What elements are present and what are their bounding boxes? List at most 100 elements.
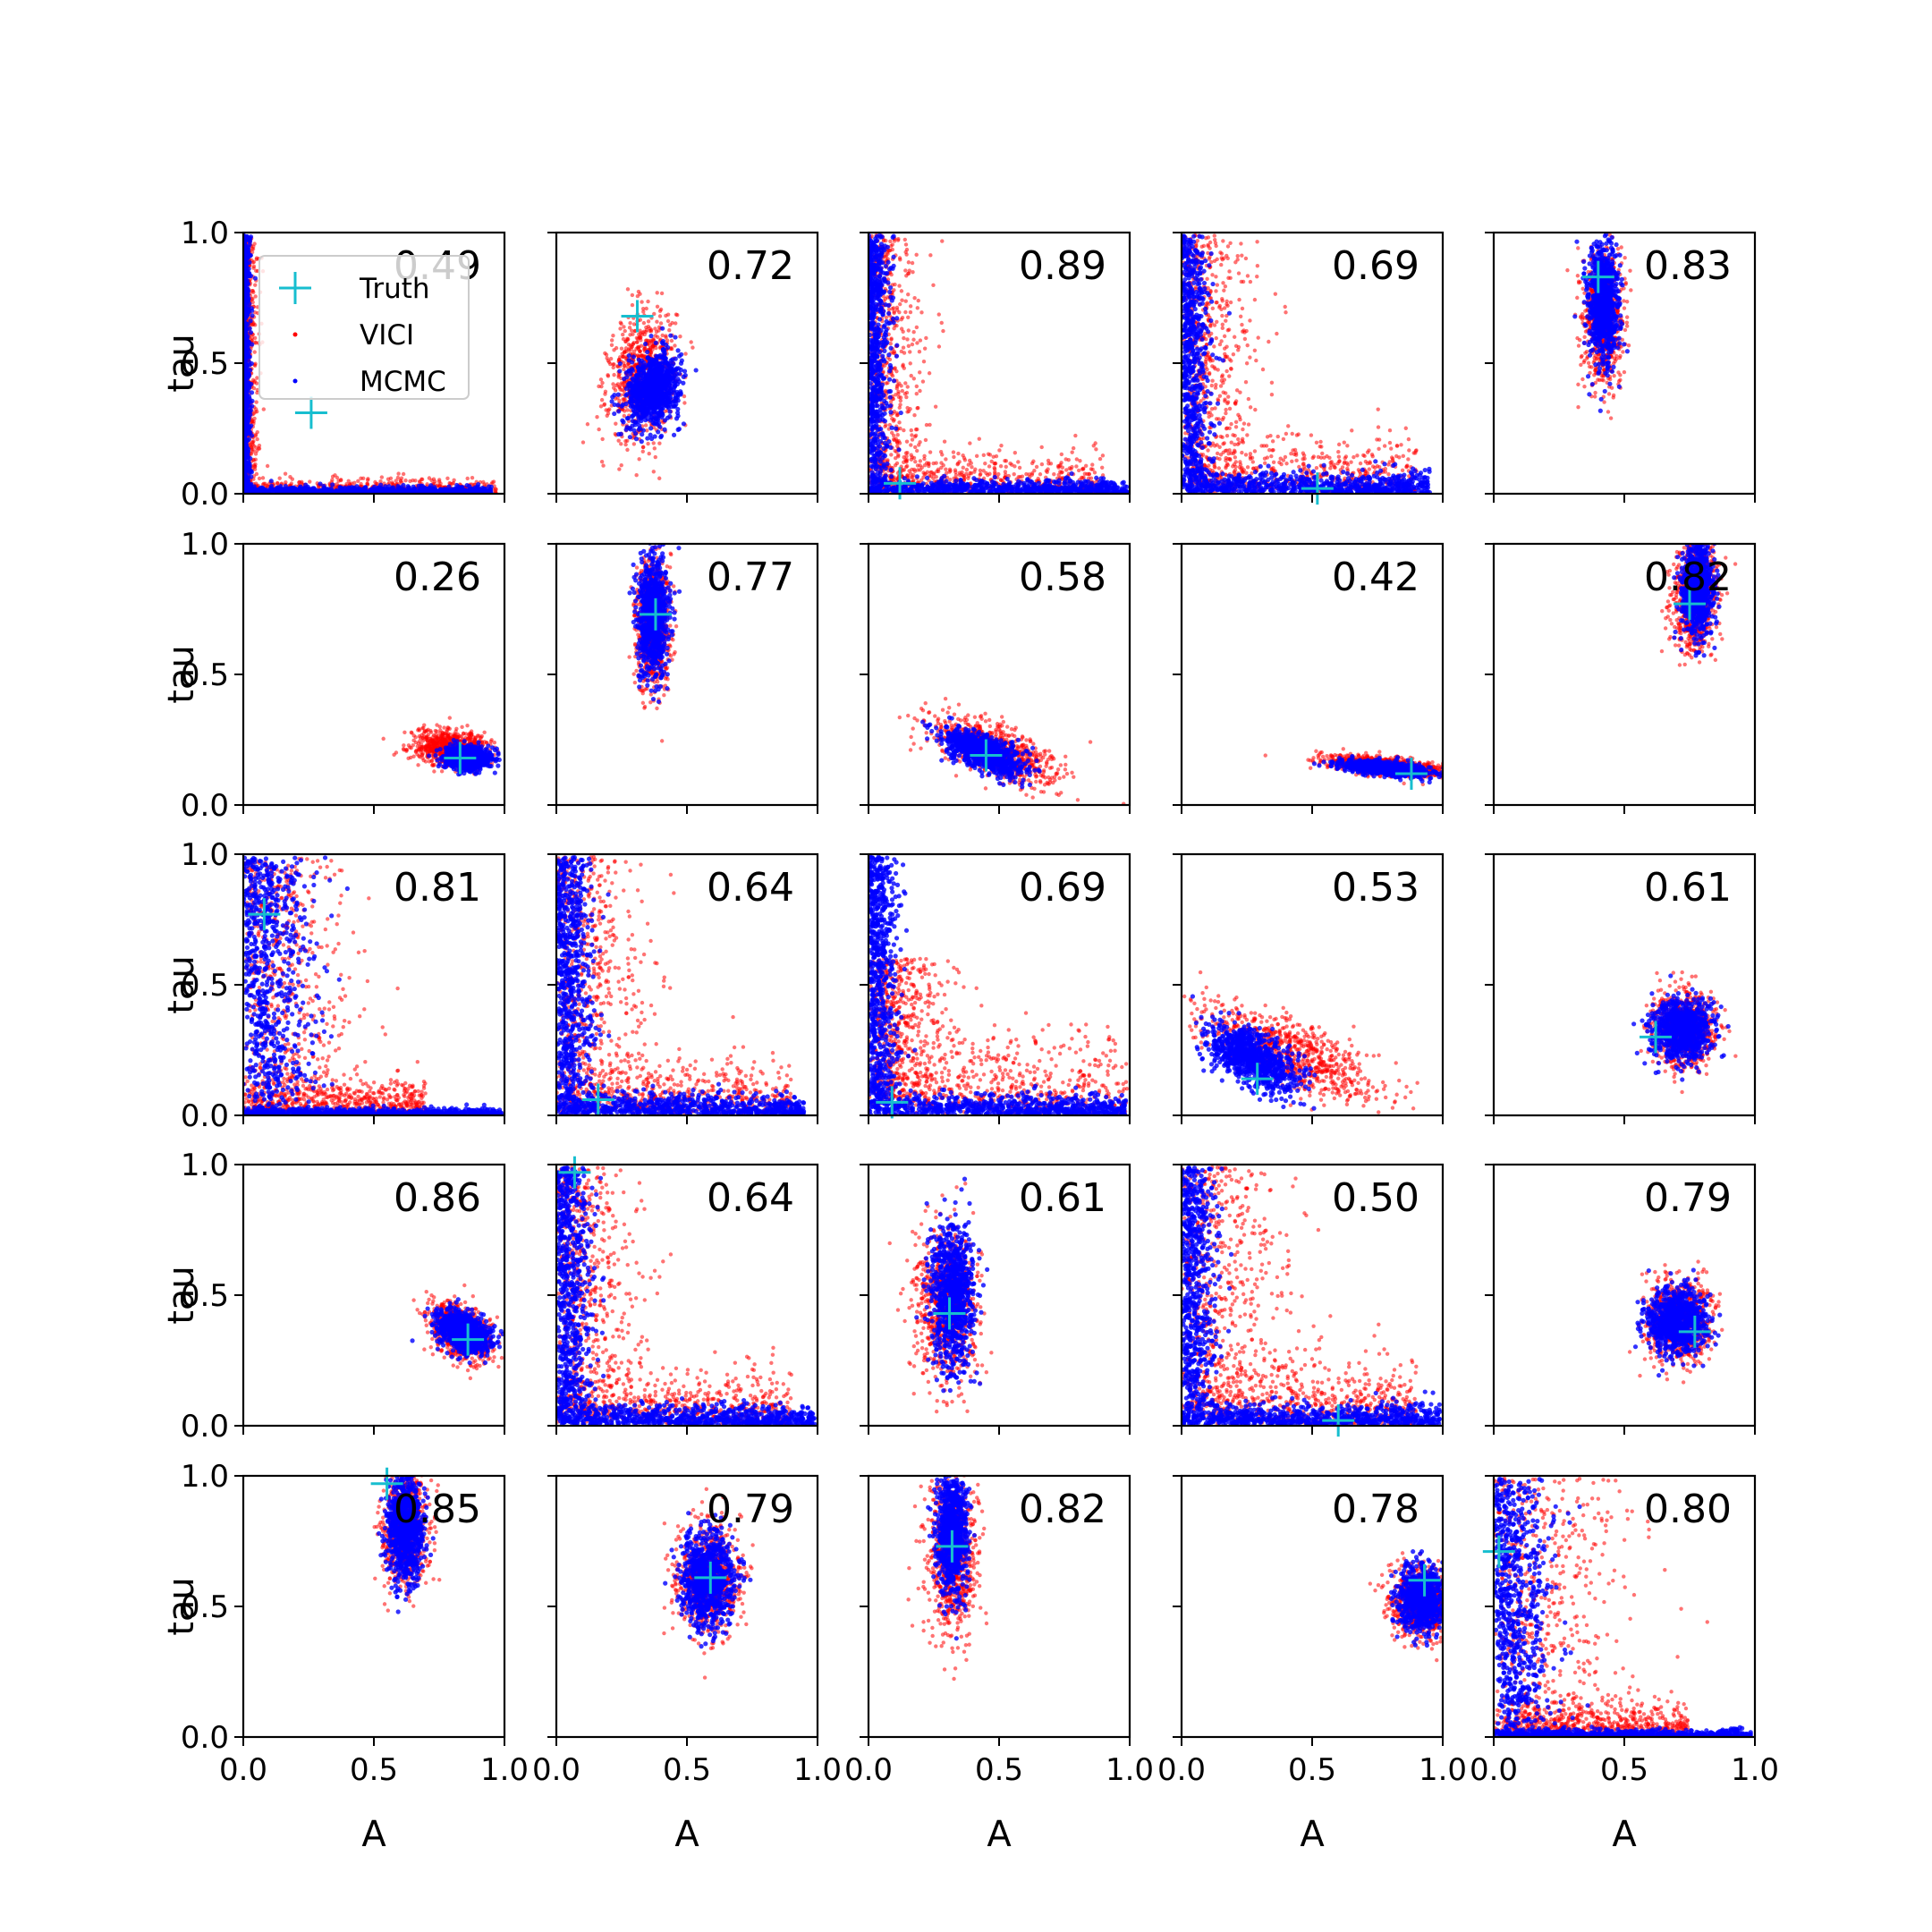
mcmc-point (244, 290, 250, 296)
mcmc-point (420, 484, 426, 489)
vici-point (678, 334, 682, 339)
vici-point (626, 361, 631, 366)
vici-point (619, 346, 624, 351)
vici-point (599, 459, 605, 464)
vici-point (250, 296, 255, 301)
vici-point (936, 344, 942, 349)
vici-point (637, 335, 641, 340)
mcmc-point (639, 439, 644, 445)
vici-point (1004, 464, 1008, 470)
scatter-points (869, 233, 1130, 494)
mcmc-point (674, 389, 680, 395)
vici-point (916, 443, 921, 447)
vici-point (914, 325, 919, 330)
vici-point (1074, 464, 1079, 469)
mcmc-point (677, 371, 682, 377)
vici-point (647, 452, 651, 456)
vici-point (265, 463, 270, 469)
mcmc-point (660, 397, 665, 403)
vici-point (658, 321, 664, 326)
mcmc-point (627, 386, 633, 392)
vici-point (606, 373, 610, 377)
vici-point (250, 289, 255, 293)
mcmc-point (384, 487, 390, 492)
vici-point (1024, 471, 1029, 477)
vici-point (1003, 470, 1008, 474)
vici-point (904, 439, 910, 444)
vici-point (625, 447, 630, 453)
mcmc-point (630, 418, 635, 424)
vici-point (911, 377, 916, 381)
mcmc-point (648, 362, 654, 368)
vici-point (621, 332, 625, 337)
vici-point (914, 392, 919, 396)
vici-point (611, 334, 615, 338)
vici-point (642, 346, 647, 351)
vici-point (607, 407, 612, 411)
mcmc-point (664, 360, 670, 365)
mcmc-point (681, 380, 686, 386)
mcmc-point (633, 436, 640, 442)
vici-point (921, 475, 926, 479)
vici-point (915, 341, 919, 345)
vici-point (277, 476, 282, 480)
mcmc-point (671, 432, 677, 437)
mcmc-point (252, 275, 258, 281)
vici-point (608, 356, 614, 361)
vici-point (904, 247, 910, 252)
mcmc-point (246, 460, 251, 465)
vici-point (308, 479, 312, 484)
vici-point (595, 415, 599, 419)
vici-point (674, 321, 678, 326)
vici-point (911, 270, 915, 275)
vici-point (1059, 470, 1063, 475)
mcmc-point (625, 415, 631, 421)
vici-point (251, 266, 256, 270)
vici-point (683, 352, 688, 356)
mcmc-point (274, 487, 279, 492)
mcmc-point (243, 326, 249, 331)
vici-point (617, 398, 622, 403)
mcmc-point (246, 487, 251, 493)
mcmc-point (657, 373, 662, 378)
vici-point (379, 475, 385, 479)
vici-point (264, 483, 268, 488)
vici-point (1100, 453, 1106, 458)
mcmc-point (659, 387, 665, 393)
vici-point (1083, 463, 1089, 469)
vici-point (998, 463, 1004, 469)
mcmc-point (674, 367, 679, 372)
vici-point (1038, 472, 1043, 477)
vici-point (914, 384, 919, 389)
mcmc-point (661, 349, 666, 354)
vici-point (612, 348, 616, 352)
vici-point (906, 328, 911, 333)
overlap-value: 0.72 (707, 243, 794, 289)
vici-point (652, 446, 657, 451)
vici-point (660, 333, 665, 338)
vici-point (673, 343, 677, 348)
vici-point (906, 292, 911, 297)
mcmc-point (644, 386, 649, 392)
vici-point (970, 465, 974, 470)
mcmc-point (403, 487, 409, 492)
vici-point (691, 345, 695, 350)
vici-point (653, 326, 657, 331)
vici-point (253, 294, 258, 299)
mcmc-point (248, 330, 254, 335)
vici-point (910, 433, 914, 437)
vici-point (641, 309, 646, 314)
vici-point (623, 328, 627, 334)
vici-point (646, 324, 651, 329)
mcmc-point (243, 297, 248, 302)
vici-point (999, 443, 1004, 448)
vici-point (1059, 452, 1064, 457)
mcmc-point (682, 369, 688, 374)
vici-point (261, 407, 267, 411)
mcmc-point (653, 386, 658, 392)
vici-point (399, 479, 403, 484)
vici-point (906, 315, 911, 319)
mcmc-point (657, 391, 662, 396)
vici-point (901, 329, 905, 335)
vici-point (924, 422, 929, 428)
